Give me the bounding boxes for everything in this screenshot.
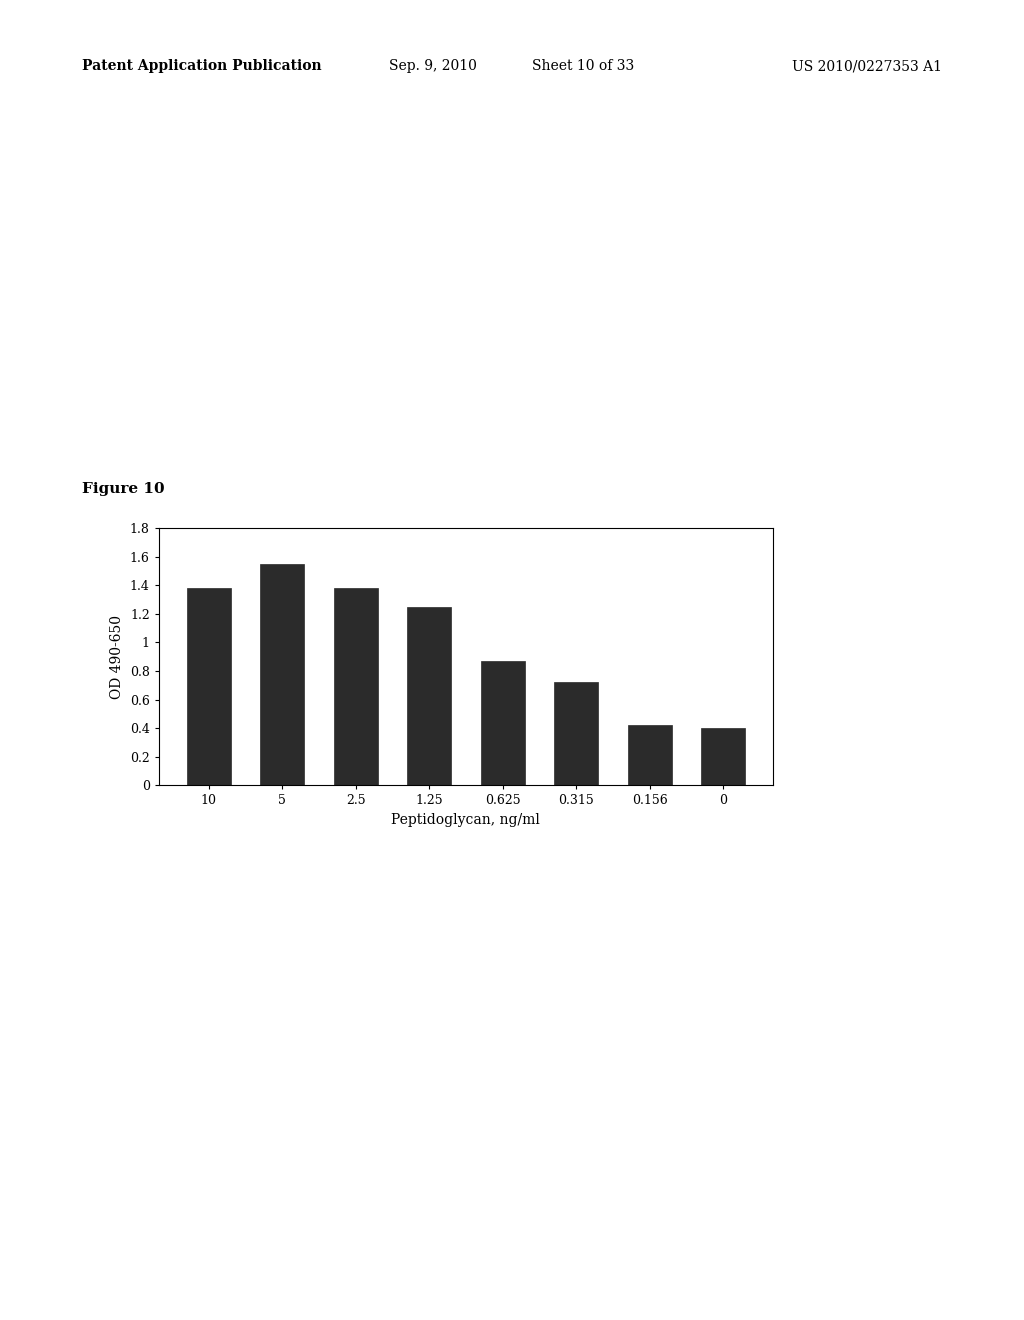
Text: US 2010/0227353 A1: US 2010/0227353 A1 xyxy=(793,59,942,74)
Bar xyxy=(408,607,452,785)
Y-axis label: OD 490-650: OD 490-650 xyxy=(111,615,124,698)
Bar xyxy=(186,589,230,785)
Bar xyxy=(260,564,304,785)
Text: Patent Application Publication: Patent Application Publication xyxy=(82,59,322,74)
Text: Sheet 10 of 33: Sheet 10 of 33 xyxy=(532,59,635,74)
X-axis label: Peptidoglycan, ng/ml: Peptidoglycan, ng/ml xyxy=(391,813,541,828)
Bar xyxy=(480,661,524,785)
Text: Figure 10: Figure 10 xyxy=(82,482,165,496)
Bar xyxy=(701,729,745,785)
Text: Sep. 9, 2010: Sep. 9, 2010 xyxy=(389,59,477,74)
Bar xyxy=(334,589,378,785)
Bar xyxy=(554,682,598,785)
Bar xyxy=(628,725,672,785)
